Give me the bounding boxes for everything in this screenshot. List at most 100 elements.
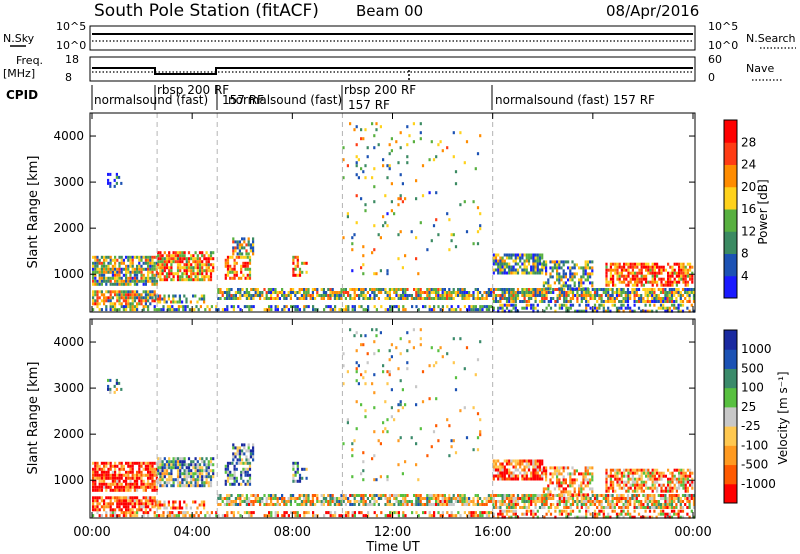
nsearch-label: N.Search [746, 32, 796, 45]
power-cell [111, 276, 114, 280]
power-cell [483, 291, 486, 294]
velocity-cell [682, 474, 685, 478]
power-cell [623, 277, 626, 281]
power-cell [476, 152, 480, 156]
velocity-cell [355, 367, 358, 371]
velocity-cell [172, 460, 175, 464]
power-cell [386, 176, 389, 180]
power-cell [120, 296, 123, 300]
power-cell [184, 308, 187, 312]
velocity-cell [585, 509, 588, 513]
velocity-cell [508, 494, 511, 497]
power-cell [159, 294, 162, 298]
power-cell [612, 277, 615, 281]
velocity-cell [487, 500, 490, 503]
power-cell [558, 281, 561, 285]
power-cell [415, 297, 418, 300]
power-cell [640, 283, 643, 287]
velocity-cell [226, 500, 229, 503]
power-cell [523, 291, 526, 294]
power-cell [120, 276, 123, 280]
power-cell [584, 287, 587, 291]
velocity-cell [371, 494, 374, 497]
power-cell [185, 275, 188, 279]
velocity-cell [203, 460, 206, 464]
velocity-cell [305, 494, 308, 497]
power-cell [397, 297, 400, 300]
power-cell [516, 294, 520, 297]
power-cell [233, 270, 236, 274]
velocity-cell [331, 500, 334, 503]
velocity-cell [647, 486, 650, 490]
power-cell [618, 294, 621, 297]
velocity-cell [558, 469, 561, 473]
velocity-cell [194, 457, 197, 461]
velocity-cell [252, 458, 255, 462]
freq-unit-label: [MHz] [3, 67, 35, 80]
power-cell [615, 291, 619, 294]
power-cell [547, 291, 550, 294]
power-cell [465, 140, 469, 144]
velocity-cell [569, 509, 572, 513]
power-cell [556, 300, 559, 303]
velocity-cell [133, 485, 136, 489]
velocity-cell [692, 500, 696, 503]
velocity-cell [508, 509, 511, 513]
velocity-cell [692, 515, 696, 519]
power-cell [631, 271, 634, 275]
velocity-cell [201, 472, 204, 476]
velocity-cell [567, 493, 570, 497]
power-cell [248, 258, 252, 262]
power-cell [629, 306, 632, 310]
velocity-cell [684, 471, 687, 475]
power-cell [593, 288, 597, 291]
power-cell [474, 297, 477, 300]
power-cell [623, 274, 626, 278]
velocity-cell [397, 500, 400, 503]
velocity-cell [534, 468, 537, 472]
velocity-cell [254, 494, 257, 497]
power-cell [671, 271, 674, 275]
power-cell [556, 275, 559, 279]
velocity-cell [648, 509, 652, 513]
power-cell [373, 200, 376, 204]
power-cell [461, 291, 464, 294]
power-cell [553, 281, 556, 285]
velocity-cell [296, 464, 299, 468]
velocity-cell [92, 505, 95, 509]
velocity-cell [147, 482, 150, 486]
velocity-cell [439, 494, 442, 497]
power-cell [415, 236, 418, 240]
y-tick-label: 1000 [53, 267, 84, 281]
velocity-cell [626, 509, 630, 513]
power-cell [168, 254, 171, 258]
velocity-cell [165, 472, 169, 476]
velocity-cell [591, 500, 594, 503]
velocity-cell [686, 477, 689, 481]
velocity-cell [118, 467, 121, 471]
velocity-cell [558, 512, 561, 516]
velocity-cell [662, 483, 665, 487]
velocity-cell [159, 469, 162, 473]
power-cell [666, 300, 669, 303]
velocity-cell [118, 505, 121, 509]
velocity-cell [239, 494, 242, 497]
power-cell [536, 253, 539, 257]
velocity-cell [419, 494, 422, 497]
velocity-cell [609, 506, 612, 509]
power-cell [254, 288, 257, 291]
power-cell [226, 297, 229, 300]
power-cell [345, 305, 348, 309]
velocity-cell [454, 497, 457, 500]
power-cell [142, 299, 145, 303]
power-cell [541, 297, 544, 300]
velocity-cell [516, 497, 520, 500]
velocity-cell [201, 466, 204, 470]
velocity-cell [118, 482, 121, 486]
power-cell [115, 175, 118, 179]
power-cell [192, 272, 195, 276]
velocity-cell [393, 494, 396, 497]
velocity-cell [98, 476, 101, 480]
power-cell [648, 288, 652, 291]
power-cell [268, 305, 271, 309]
